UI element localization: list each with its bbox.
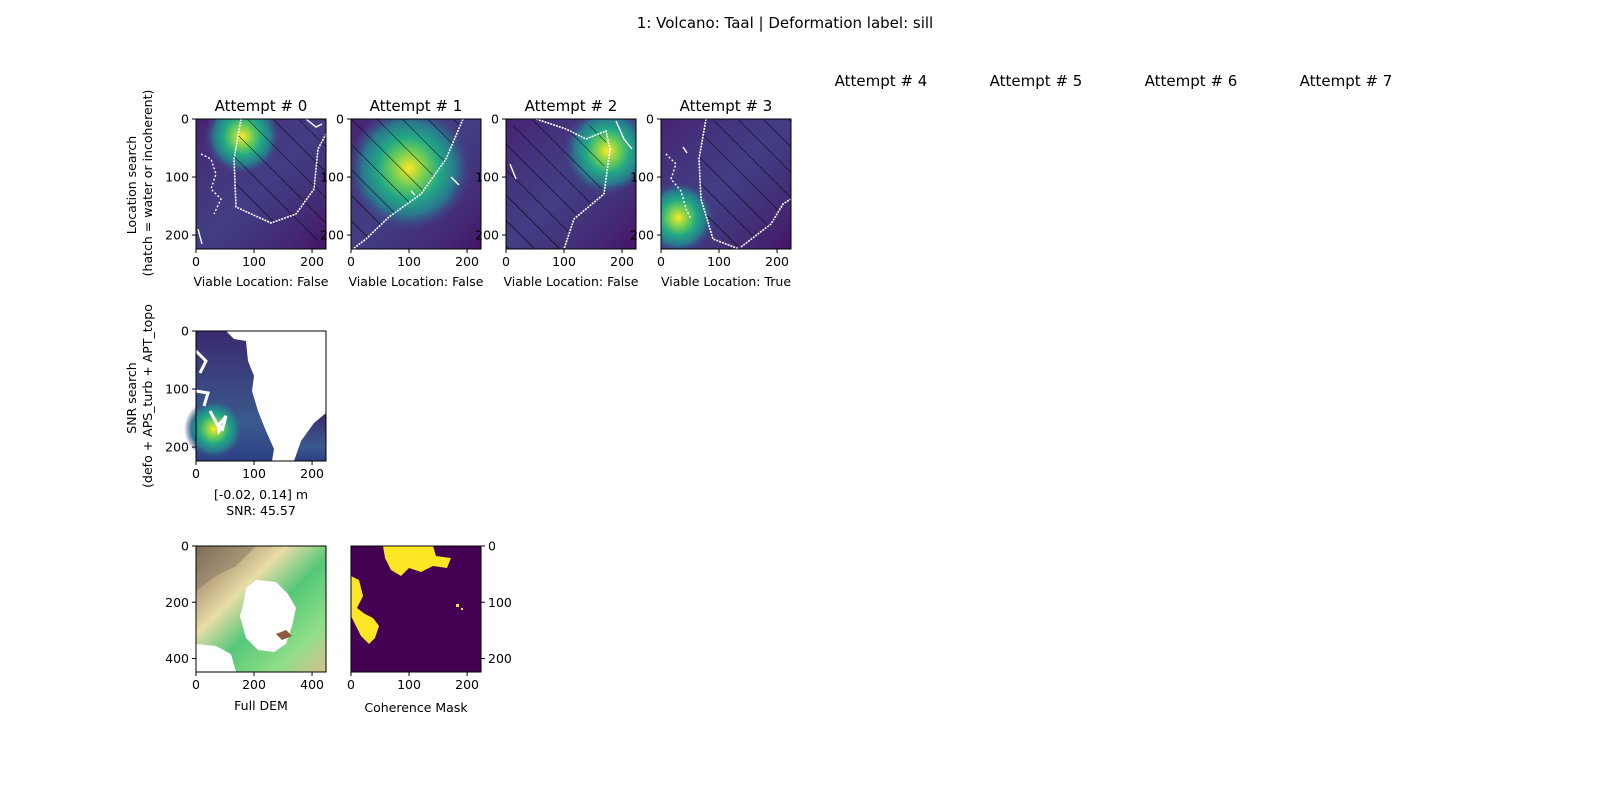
attempt-1-hatch xyxy=(351,119,463,244)
x-tick-label: 100 xyxy=(552,254,576,269)
y-tick-label: 0 xyxy=(336,112,344,127)
y-tick-label: 0 xyxy=(646,112,654,127)
x-tick-label: 0 xyxy=(657,254,665,269)
attempt-0-hatch xyxy=(232,119,326,244)
x-tick-label: 200 xyxy=(300,466,324,481)
y-tick-label: 0 xyxy=(491,112,499,127)
y-tick-label: 400 xyxy=(165,651,189,666)
attempt-3-xlabel: Viable Location: True xyxy=(661,274,791,289)
attempt-2-title: Attempt # 2 xyxy=(525,97,618,115)
attempt-0-xlabel: Viable Location: False xyxy=(194,274,329,289)
x-tick-label: 200 xyxy=(300,254,324,269)
y-tick-label: 0 xyxy=(488,539,496,554)
attempt-0-coastline xyxy=(233,119,326,224)
x-tick-label: 100 xyxy=(707,254,731,269)
y-tick-label: 200 xyxy=(320,228,344,243)
snr-source xyxy=(184,399,244,459)
y-tick-label: 200 xyxy=(630,228,654,243)
coherence-panel: 0 100 200 0 100 200 xyxy=(347,539,512,693)
y-tick-label: 0 xyxy=(181,324,189,339)
attempt-0-title: Attempt # 0 xyxy=(215,97,308,115)
row-label-snr-sub: (defo + APS_turb + APT_topo xyxy=(140,304,155,488)
x-tick-label: 100 xyxy=(242,466,266,481)
y-tick-label: 200 xyxy=(475,228,499,243)
row-label-location: Location search xyxy=(124,136,139,234)
coherence-xlabel: Coherence Mask xyxy=(364,700,468,715)
coherence-mask-region xyxy=(383,546,451,576)
y-tick-label: 200 xyxy=(165,595,189,610)
attempt-3-hatch xyxy=(699,119,791,247)
row-label-location-sub: (hatch = water or incoherent) xyxy=(140,90,155,277)
attempt-6-title: Attempt # 6 xyxy=(1145,72,1238,90)
x-tick-label: 200 xyxy=(455,677,479,692)
x-tick-label: 0 xyxy=(502,254,510,269)
x-tick-label: 100 xyxy=(397,677,421,692)
snr-xlabel-range: [-0.02, 0.14] m xyxy=(214,487,308,502)
y-tick-label: 100 xyxy=(488,595,512,610)
x-tick-label: 100 xyxy=(397,254,421,269)
attempt-4-title: Attempt # 4 xyxy=(835,72,928,90)
x-tick-label: 0 xyxy=(347,254,355,269)
attempt-5-title: Attempt # 5 xyxy=(990,72,1083,90)
x-tick-label: 0 xyxy=(192,466,200,481)
x-tick-label: 0 xyxy=(192,677,200,692)
x-tick-label: 400 xyxy=(300,677,324,692)
attempt-1-coastline xyxy=(352,119,464,249)
y-tick-label: 0 xyxy=(181,539,189,554)
y-tick-label: 100 xyxy=(320,170,344,185)
attempt-1-xlabel: Viable Location: False xyxy=(349,274,484,289)
attempt-7-title: Attempt # 7 xyxy=(1300,72,1393,90)
y-tick-label: 200 xyxy=(165,228,189,243)
x-tick-label: 0 xyxy=(347,677,355,692)
y-tick-label: 200 xyxy=(165,440,189,455)
y-tick-label: 100 xyxy=(165,170,189,185)
y-tick-label: 100 xyxy=(475,170,499,185)
y-tick-label: 0 xyxy=(181,112,189,127)
attempt-2-xlabel: Viable Location: False xyxy=(504,274,639,289)
attempt-2-hatch xyxy=(506,119,606,249)
attempt-1-title: Attempt # 1 xyxy=(370,97,463,115)
suptitle: 1: Volcano: Taal | Deformation label: si… xyxy=(637,14,933,32)
x-tick-label: 200 xyxy=(765,254,789,269)
x-tick-label: 200 xyxy=(610,254,634,269)
dem-xlabel: Full DEM xyxy=(234,698,288,713)
attempt-3-coastline xyxy=(698,119,791,249)
x-tick-label: 200 xyxy=(455,254,479,269)
y-tick-label: 100 xyxy=(165,382,189,397)
x-tick-label: 0 xyxy=(192,254,200,269)
attempt-2-coastline xyxy=(535,119,611,249)
x-tick-label: 100 xyxy=(242,254,266,269)
y-tick-label: 200 xyxy=(488,651,512,666)
row-label-snr: SNR search xyxy=(124,362,139,433)
y-tick-label: 100 xyxy=(630,170,654,185)
x-tick-label: 200 xyxy=(242,677,266,692)
attempt-3-title: Attempt # 3 xyxy=(680,97,773,115)
snr-xlabel-value: SNR: 45.57 xyxy=(226,503,296,518)
